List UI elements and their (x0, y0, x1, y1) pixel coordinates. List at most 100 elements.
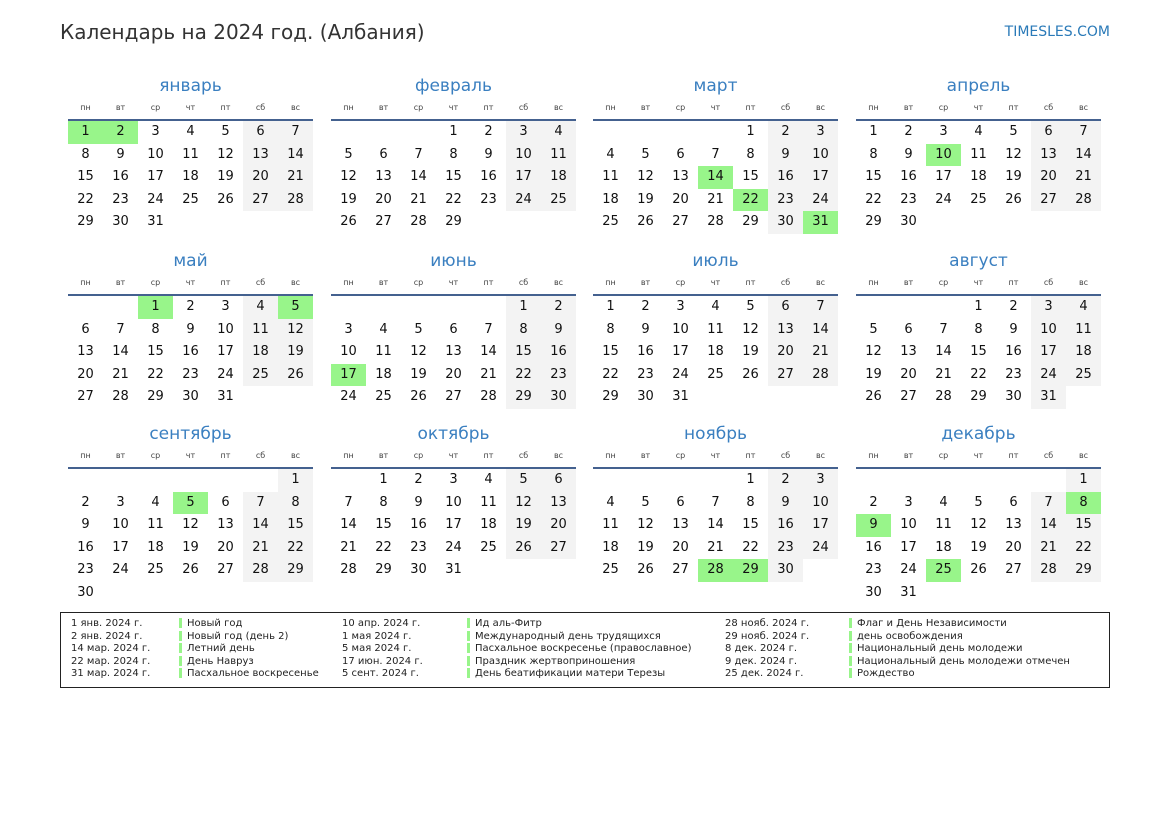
day-cell[interactable]: 24 (112, 562, 129, 577)
day-cell[interactable]: 28 (340, 562, 357, 577)
day-cell[interactable]: 29 (865, 214, 882, 229)
day-cell[interactable]: 29 (506, 386, 541, 409)
day-cell[interactable]: 27 (445, 389, 462, 404)
day-cell[interactable]: 25 (602, 562, 619, 577)
day-cell[interactable]: 24 (147, 191, 164, 207)
day-cell[interactable]: 5 (974, 494, 983, 510)
day-cell[interactable]: 8 (869, 146, 878, 162)
day-cell[interactable]: 21 (243, 536, 278, 559)
day-cell[interactable]: 24 (803, 188, 838, 211)
day-cell[interactable]: 10 (112, 517, 129, 532)
day-cell[interactable]: 5 (641, 146, 650, 162)
day-cell[interactable]: 18 (602, 539, 619, 555)
day-cell[interactable]: 8 (379, 494, 388, 510)
day-cell[interactable]: 30 (637, 389, 654, 404)
day-cell[interactable]: 17 (1031, 341, 1066, 364)
day-cell[interactable]: 9 (541, 318, 576, 341)
day-cell[interactable]: 20 (900, 366, 917, 382)
day-cell[interactable]: 5 (746, 299, 755, 314)
day-cell[interactable]: 18 (602, 191, 619, 207)
day-cell[interactable]: 17 (506, 166, 541, 189)
day-cell[interactable]: 3 (116, 494, 125, 510)
day-cell[interactable]: 17 (900, 539, 917, 555)
day-cell[interactable]: 15 (1066, 514, 1101, 537)
day-cell[interactable]: 13 (375, 169, 392, 184)
day-cell[interactable]: 15 (742, 169, 759, 184)
day-cell[interactable]: 23 (1005, 366, 1022, 382)
day-cell[interactable]: 6 (379, 146, 388, 162)
day-cell[interactable]: 23 (480, 191, 497, 207)
day-cell[interactable]: 3 (506, 121, 541, 144)
day-cell[interactable]: 4 (711, 299, 720, 314)
day-cell[interactable]: 28 (278, 188, 313, 211)
day-cell[interactable]: 30 (768, 559, 803, 582)
day-cell[interactable]: 14 (1066, 143, 1101, 166)
day-cell[interactable]: 7 (243, 491, 278, 514)
day-cell[interactable]: 1 (379, 472, 388, 487)
day-cell[interactable]: 17 (672, 344, 689, 359)
day-cell[interactable]: 9 (904, 146, 913, 162)
day-cell[interactable]: 28 (1031, 559, 1066, 582)
day-cell[interactable]: 9 (116, 146, 125, 162)
day-cell[interactable]: 23 (637, 366, 654, 382)
day-cell[interactable]: 6 (243, 121, 278, 144)
day-cell[interactable]: 13 (243, 143, 278, 166)
day-cell[interactable]: 1 (746, 472, 755, 487)
day-cell[interactable]: 18 (480, 517, 497, 532)
day-cell[interactable]: 17 (147, 169, 164, 184)
day-cell[interactable]: 11 (707, 321, 724, 337)
day-cell[interactable]: 7 (1066, 121, 1101, 144)
day-cell[interactable]: 19 (278, 341, 313, 364)
day-cell[interactable]: 6 (676, 146, 685, 162)
day-cell[interactable]: 20 (1031, 166, 1066, 189)
day-cell[interactable]: 20 (672, 539, 689, 555)
day-cell[interactable]: 17 (803, 514, 838, 537)
day-cell[interactable]: 29 (1066, 559, 1101, 582)
day-cell[interactable]: 8 (746, 146, 755, 162)
day-cell[interactable]: 19 (506, 514, 541, 537)
day-cell[interactable]: 15 (278, 514, 313, 537)
day-cell[interactable]: 1 (68, 121, 103, 144)
day-cell[interactable]: 19 (217, 169, 234, 184)
day-cell[interactable]: 18 (182, 169, 199, 184)
day-cell[interactable]: 12 (970, 517, 987, 532)
day-cell[interactable]: 22 (147, 366, 164, 382)
day-cell[interactable]: 12 (1005, 146, 1022, 162)
day-cell[interactable]: 25 (926, 559, 961, 582)
day-cell[interactable]: 18 (935, 539, 952, 555)
day-cell[interactable]: 13 (672, 517, 689, 532)
day-cell[interactable]: 11 (1066, 318, 1101, 341)
day-cell[interactable]: 14 (243, 514, 278, 537)
day-cell[interactable]: 3 (1031, 296, 1066, 319)
day-cell[interactable]: 21 (1031, 536, 1066, 559)
day-cell[interactable]: 12 (742, 321, 759, 337)
day-cell[interactable]: 23 (182, 366, 199, 382)
day-cell[interactable]: 19 (182, 539, 199, 555)
day-cell[interactable]: 30 (900, 214, 917, 229)
day-cell[interactable]: 21 (803, 341, 838, 364)
day-cell[interactable]: 7 (414, 146, 423, 162)
day-cell[interactable]: 20 (672, 191, 689, 207)
day-cell[interactable]: 10 (445, 494, 462, 510)
day-cell[interactable]: 24 (506, 188, 541, 211)
day-cell[interactable]: 22 (865, 191, 882, 207)
day-cell[interactable]: 20 (77, 366, 94, 382)
day-cell[interactable]: 23 (77, 562, 94, 577)
day-cell[interactable]: 25 (182, 191, 199, 207)
day-cell[interactable]: 7 (711, 146, 720, 162)
day-cell[interactable]: 24 (340, 389, 357, 404)
day-cell[interactable]: 2 (768, 121, 803, 144)
day-cell[interactable]: 11 (243, 318, 278, 341)
day-cell[interactable]: 5 (221, 124, 230, 139)
day-cell[interactable]: 11 (970, 146, 987, 162)
day-cell[interactable]: 27 (541, 536, 576, 559)
day-cell[interactable]: 20 (445, 366, 462, 382)
day-cell[interactable]: 13 (217, 517, 234, 532)
day-cell[interactable]: 27 (243, 188, 278, 211)
day-cell[interactable]: 5 (173, 491, 208, 514)
day-cell[interactable]: 4 (243, 296, 278, 319)
day-cell[interactable]: 16 (480, 169, 497, 184)
day-cell[interactable]: 15 (77, 169, 94, 184)
day-cell[interactable]: 3 (221, 299, 230, 314)
day-cell[interactable]: 4 (606, 146, 615, 162)
